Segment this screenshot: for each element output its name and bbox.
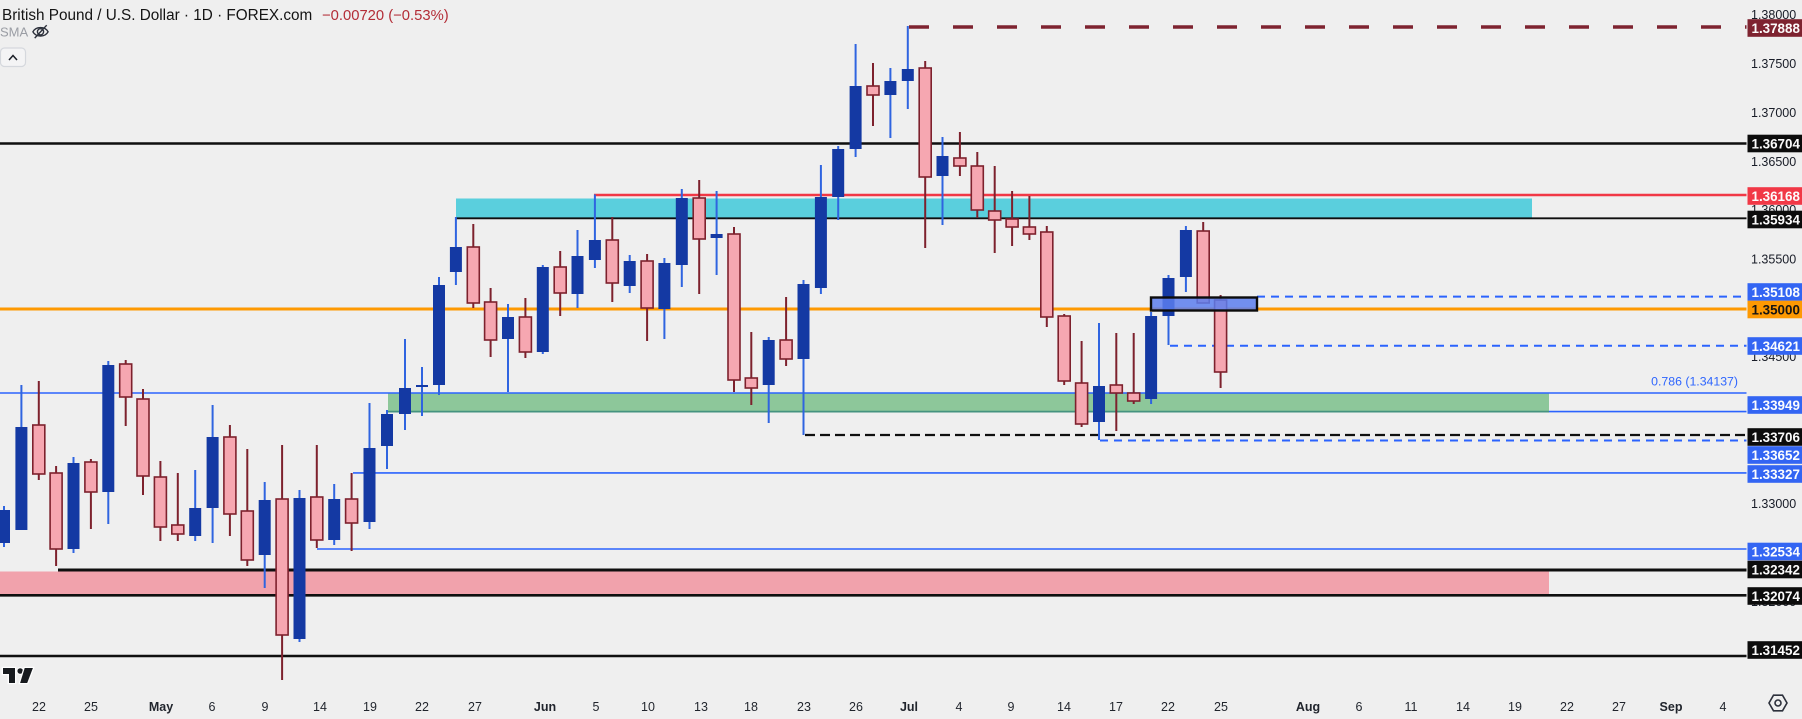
svg-text:1.37000: 1.37000	[1751, 106, 1796, 120]
svg-text:−0.00720 (−0.53%): −0.00720 (−0.53%)	[322, 8, 449, 24]
svg-text:4: 4	[956, 700, 963, 714]
svg-text:14: 14	[313, 700, 327, 714]
svg-text:25: 25	[84, 700, 98, 714]
svg-text:1.34621: 1.34621	[1752, 339, 1801, 354]
svg-text:0.786 (1.34137): 0.786 (1.34137)	[1651, 375, 1738, 389]
svg-text:10: 10	[641, 700, 655, 714]
svg-text:27: 27	[468, 700, 482, 714]
svg-text:1.36168: 1.36168	[1752, 189, 1801, 204]
svg-text:19: 19	[1508, 700, 1522, 714]
svg-text:14: 14	[1456, 700, 1470, 714]
svg-text:1.37500: 1.37500	[1751, 57, 1796, 71]
svg-text:6: 6	[209, 700, 216, 714]
svg-text:Sep: Sep	[1660, 700, 1683, 714]
svg-text:Aug: Aug	[1296, 700, 1320, 714]
svg-text:5: 5	[593, 700, 600, 714]
svg-text:1.37888: 1.37888	[1752, 21, 1801, 36]
svg-text:British Pound / U.S. Dollar ·: British Pound / U.S. Dollar · 1D · FOREX…	[2, 7, 312, 24]
svg-text:1.33949: 1.33949	[1752, 398, 1800, 413]
svg-text:11: 11	[1405, 700, 1418, 714]
svg-text:18: 18	[744, 700, 758, 714]
svg-text:1.33327: 1.33327	[1752, 467, 1800, 482]
svg-text:1.32074: 1.32074	[1752, 589, 1801, 604]
svg-text:25: 25	[1214, 700, 1228, 714]
svg-text:6: 6	[1356, 700, 1363, 714]
svg-text:1.36500: 1.36500	[1751, 155, 1796, 169]
svg-text:22: 22	[1161, 700, 1175, 714]
svg-text:27: 27	[1612, 700, 1626, 714]
svg-text:1.33706: 1.33706	[1752, 430, 1800, 445]
svg-text:17: 17	[1109, 700, 1123, 714]
svg-text:SMA: SMA	[0, 25, 29, 40]
svg-text:Jul: Jul	[900, 700, 918, 714]
svg-text:14: 14	[1057, 700, 1071, 714]
svg-text:1.33652: 1.33652	[1752, 448, 1800, 463]
svg-text:19: 19	[363, 700, 377, 714]
svg-text:23: 23	[797, 700, 811, 714]
svg-text:1.35500: 1.35500	[1751, 253, 1796, 267]
svg-text:1.32534: 1.32534	[1752, 544, 1801, 559]
svg-text:26: 26	[849, 700, 863, 714]
svg-text:1.32342: 1.32342	[1752, 562, 1800, 577]
svg-text:1.35934: 1.35934	[1752, 212, 1801, 227]
svg-text:13: 13	[694, 700, 708, 714]
svg-text:22: 22	[415, 700, 429, 714]
svg-text:Jun: Jun	[534, 700, 556, 714]
svg-text:9: 9	[262, 700, 269, 714]
svg-text:1.35000: 1.35000	[1752, 302, 1800, 317]
svg-text:4: 4	[1720, 700, 1727, 714]
svg-text:1.35108: 1.35108	[1752, 285, 1801, 300]
svg-text:22: 22	[32, 700, 46, 714]
svg-text:1.38000: 1.38000	[1751, 8, 1796, 22]
svg-text:May: May	[149, 700, 173, 714]
svg-text:1.36704: 1.36704	[1752, 136, 1801, 151]
svg-text:1.33000: 1.33000	[1751, 497, 1796, 511]
svg-text:1.31452: 1.31452	[1752, 643, 1800, 658]
svg-text:9: 9	[1008, 700, 1015, 714]
svg-text:22: 22	[1560, 700, 1574, 714]
